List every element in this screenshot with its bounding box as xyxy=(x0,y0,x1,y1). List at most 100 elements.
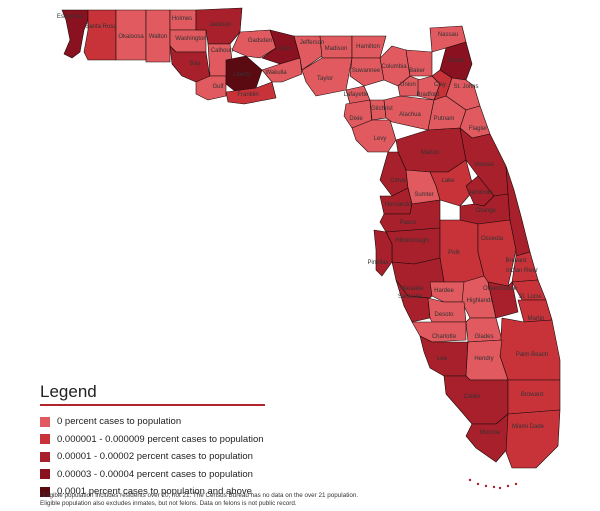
legend-swatch-level4 xyxy=(40,486,50,497)
legend: Legend 0 percent cases to population 0.0… xyxy=(40,382,270,501)
county-label-wakulla: Wakulla xyxy=(265,70,287,76)
footnote-line: Eligible population also excludes inmate… xyxy=(40,500,297,507)
county-label-leon: Leon xyxy=(278,46,291,52)
county-label-bradford: Bradford xyxy=(416,92,439,98)
legend-items: 0 percent cases to population 0.000001 -… xyxy=(40,413,270,501)
legend-item: 0.00003 - 0.00004 percent cases to popul… xyxy=(40,466,270,484)
county-label-liberty: Liberty xyxy=(233,72,251,78)
county-label-baker: Baker xyxy=(409,68,425,74)
county-label-okaloosa: Okaloosa xyxy=(118,34,144,40)
county-label-santa-rosa: Santa Rosa xyxy=(85,24,117,30)
county-label-monroe: Monroe xyxy=(480,430,501,436)
county-miami-dade xyxy=(505,409,561,469)
county-label-hardee: Hardee xyxy=(434,288,454,294)
county-palm-beach xyxy=(499,317,561,381)
county-label-hernando: Hernando xyxy=(385,202,412,208)
legend-label: 0.0001 percent cases to population and a… xyxy=(57,486,252,498)
county-label-alachua: Alachua xyxy=(399,112,421,118)
county-gulf xyxy=(195,75,227,101)
county-label-martin: Martin xyxy=(528,316,545,322)
legend-item: 0.000001 - 0.000009 percent cases to pop… xyxy=(40,431,270,449)
county-label-marion: Marion xyxy=(421,150,439,156)
legend-label: 0.000001 - 0.000009 percent cases to pop… xyxy=(57,433,264,445)
county-label-indian-river: Indian River xyxy=(506,268,538,274)
county-levy xyxy=(351,119,397,153)
legend-label: 0.00003 - 0.00004 percent cases to popul… xyxy=(57,468,253,480)
county-label-levy: Levy xyxy=(374,136,387,142)
legend-label: 0.00001 - 0.00002 percent cases to popul… xyxy=(57,451,253,463)
county-label-hamilton: Hamilton xyxy=(356,44,380,50)
county-collier xyxy=(443,375,509,425)
legend-item: 0.00001 - 0.00002 percent cases to popul… xyxy=(40,448,270,466)
keys-island xyxy=(506,484,510,488)
county-label-okeechobee: Okeechobee xyxy=(483,286,518,292)
county-label-gadsden: Gadsden xyxy=(248,38,272,44)
county-label-lafayette: Lafayette xyxy=(344,92,369,98)
county-label-pasco: Pasco xyxy=(400,220,417,226)
county-label-union: Union xyxy=(400,82,416,88)
county-label-taylor: Taylor xyxy=(317,76,333,82)
county-label-flagler: Flagler xyxy=(469,126,487,132)
county-pasco xyxy=(379,199,441,233)
county-label-volusia: Volusia xyxy=(474,162,494,168)
county-label-collier: Collier xyxy=(463,394,480,400)
county-okeechobee xyxy=(487,281,519,319)
keys-island xyxy=(514,482,518,486)
county-label-manatee: Manatee xyxy=(400,286,424,292)
keys-island xyxy=(492,485,496,489)
county-label-sumter: Sumter xyxy=(414,192,433,198)
county-label-palm-beach: Palm Beach xyxy=(516,352,548,358)
legend-item: 0 percent cases to population xyxy=(40,413,270,431)
county-label-gulf: Gulf xyxy=(212,84,223,90)
county-label-broward: Broward xyxy=(521,392,543,398)
county-pinellas xyxy=(373,229,393,277)
county-label-gilchrist: Gilchrist xyxy=(371,106,393,112)
county-label-polk: Polk xyxy=(448,250,461,256)
county-indian-river xyxy=(511,251,539,283)
county-label-bay: Bay xyxy=(190,61,200,67)
county-label-holmes: Holmes xyxy=(172,16,192,22)
footnote: *Eligible population includes residents … xyxy=(40,492,440,508)
county-label-charlotte: Charlotte xyxy=(432,334,457,340)
counties-layer xyxy=(61,7,561,490)
county-label-pinellas: Pinellas xyxy=(367,260,388,266)
county-jefferson xyxy=(293,35,323,71)
legend-label: 0 percent cases to population xyxy=(57,416,182,428)
county-label-desoto: Desoto xyxy=(434,312,454,318)
legend-title: Legend xyxy=(40,382,265,406)
county-label-st-lucie: St. Lucie xyxy=(518,294,542,300)
county-label-dixie: Dixie xyxy=(349,116,363,122)
county-walton xyxy=(145,9,171,63)
county-label-jefferson: Jefferson xyxy=(300,40,325,46)
county-franklin xyxy=(225,81,277,105)
county-label-franklin: Franklin xyxy=(237,92,258,98)
keys-island xyxy=(468,478,472,482)
county-label-hillsborough: Hillsborough xyxy=(395,238,428,244)
county-label-seminole: Seminole xyxy=(467,190,493,196)
county-label-clay: Clay xyxy=(434,82,446,88)
county-label-suwannee: Suwannee xyxy=(352,68,381,74)
legend-swatch-level2 xyxy=(40,451,50,462)
county-label-duval: Duval xyxy=(448,58,463,64)
county-polk xyxy=(439,219,485,283)
county-label-madison: Madison xyxy=(325,46,348,52)
county-santa-rosa xyxy=(83,9,117,61)
legend-swatch-level1 xyxy=(40,434,50,445)
county-label-orange: Orange xyxy=(476,208,497,214)
county-label-walton: Walton xyxy=(149,34,167,40)
legend-swatch-level0 xyxy=(40,416,50,427)
county-label-lee: Lee xyxy=(437,356,448,362)
keys-island xyxy=(498,486,502,490)
county-label-calhoun: Calhoun xyxy=(211,48,233,54)
county-label-st-johns: St. Johns xyxy=(453,84,478,90)
county-monroe xyxy=(465,413,509,463)
county-label-sarasota: Sarasota xyxy=(398,294,423,300)
county-label-lake: Lake xyxy=(441,178,455,184)
county-label-miami-dade: Miami Dade xyxy=(512,424,545,430)
keys-island xyxy=(484,484,488,488)
footnote-line: *Eligible population includes residents … xyxy=(40,492,359,499)
county-label-escambia: Escambia xyxy=(57,14,84,20)
legend-item: 0.0001 percent cases to population and a… xyxy=(40,483,270,501)
